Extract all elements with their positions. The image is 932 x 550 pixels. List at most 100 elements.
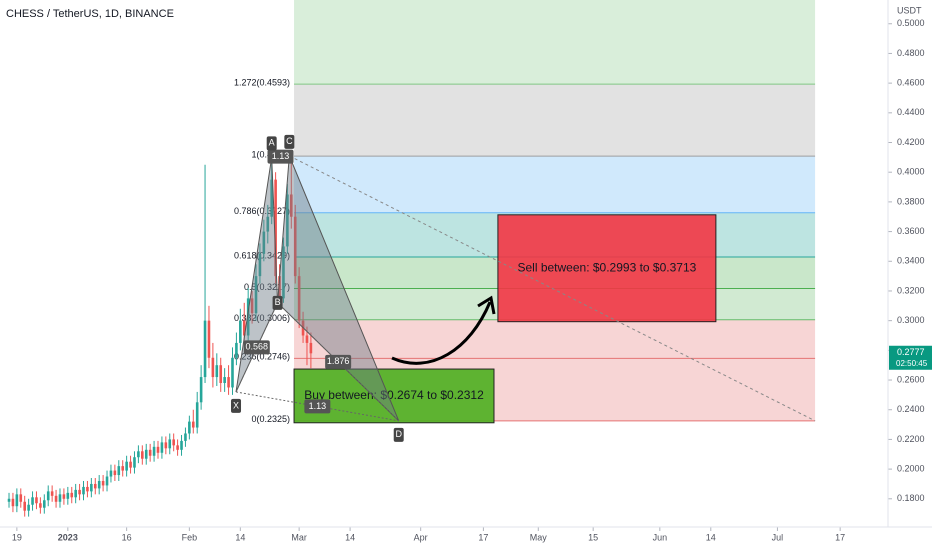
candle-body bbox=[117, 466, 121, 476]
candle-body bbox=[227, 377, 230, 388]
y-tick-label: 0.4000 bbox=[897, 167, 925, 177]
candle-body bbox=[219, 365, 223, 384]
candle-body bbox=[305, 335, 309, 343]
y-tick-label: 0.4200 bbox=[897, 137, 925, 147]
candle-body bbox=[203, 320, 207, 378]
candle-body bbox=[74, 489, 77, 498]
y-tick-label: 0.3600 bbox=[897, 226, 925, 236]
fib-band bbox=[294, 156, 816, 213]
candle-body bbox=[168, 439, 172, 449]
fib-band bbox=[294, 84, 816, 157]
last-price-bg bbox=[889, 345, 932, 370]
candle-body bbox=[164, 442, 168, 449]
y-tick-label: 0.3400 bbox=[897, 256, 925, 266]
x-tick-label: May bbox=[530, 532, 548, 542]
candle-body bbox=[93, 483, 97, 489]
point-label: B bbox=[275, 297, 281, 307]
fib-label: 0(0.2325) bbox=[252, 414, 291, 424]
candle-body bbox=[58, 494, 62, 502]
x-tick-label: 2023 bbox=[58, 532, 78, 542]
ratio-label: 0.568 bbox=[246, 342, 269, 352]
candle-body bbox=[23, 501, 26, 511]
candle-body bbox=[211, 357, 215, 378]
zone-text: Buy between: $0.2674 to $0.2312 bbox=[304, 388, 484, 402]
candle-body bbox=[105, 476, 109, 486]
candle-body bbox=[78, 489, 81, 495]
ratio-bg bbox=[267, 149, 294, 164]
candle-body bbox=[39, 503, 42, 508]
candle-body bbox=[207, 320, 211, 358]
x-tick-label: 14 bbox=[345, 532, 355, 542]
x-tick-label: 19 bbox=[12, 532, 22, 542]
candle-body bbox=[54, 495, 58, 502]
candle-body bbox=[86, 486, 89, 492]
candle-body bbox=[152, 446, 156, 456]
y-tick-label: 0.2400 bbox=[897, 404, 925, 414]
fib-label: 0.236(0.2746) bbox=[234, 352, 290, 362]
candle-body bbox=[242, 320, 246, 336]
ratio-bg bbox=[243, 340, 270, 355]
y-axis-label: USDT bbox=[897, 5, 922, 15]
candle-body bbox=[125, 461, 128, 471]
y-tick-label: 0.3800 bbox=[897, 196, 925, 206]
ratio-bg bbox=[325, 354, 352, 369]
ratio-label: 1.876 bbox=[327, 356, 350, 366]
candle-body bbox=[254, 276, 258, 314]
y-tick-label: 0.4600 bbox=[897, 78, 925, 88]
candle-body bbox=[43, 500, 46, 508]
pattern-leg bbox=[235, 391, 399, 422]
fib-band bbox=[294, 0, 816, 85]
candle-body bbox=[195, 402, 199, 428]
candle-body bbox=[27, 504, 30, 511]
candle-body bbox=[144, 449, 148, 459]
x-tick-label: Mar bbox=[291, 532, 307, 542]
point-bg bbox=[393, 427, 404, 442]
fib-label: 1.272(0.4593) bbox=[234, 78, 290, 88]
zone-text: Sell between: $0.2993 to $0.3713 bbox=[517, 260, 696, 274]
candle-body bbox=[176, 445, 179, 450]
candle-body bbox=[46, 491, 50, 501]
fib-label: 0.786(0.3727) bbox=[234, 206, 290, 216]
arrow bbox=[391, 301, 492, 365]
candle-body bbox=[97, 480, 101, 489]
candle-body bbox=[160, 442, 164, 453]
candle-body bbox=[90, 483, 93, 492]
trendline bbox=[289, 155, 816, 422]
last-price: 0.2777 bbox=[897, 347, 925, 357]
candle-body bbox=[293, 216, 297, 277]
y-tick-label: 0.3200 bbox=[897, 285, 925, 295]
point-bg bbox=[231, 398, 242, 413]
point-bg bbox=[266, 136, 277, 151]
candle-body bbox=[274, 179, 277, 277]
y-tick-label: 0.3000 bbox=[897, 315, 925, 325]
candle-body bbox=[191, 421, 195, 428]
arrow-head bbox=[477, 295, 496, 315]
candle-body bbox=[289, 194, 293, 217]
y-tick-label: 0.2600 bbox=[897, 374, 925, 384]
chart-title: CHESS / TetherUS, 1D, BINANCE bbox=[6, 8, 174, 20]
candle-body bbox=[66, 492, 70, 499]
candle-body bbox=[70, 492, 74, 498]
point-label: D bbox=[395, 429, 402, 439]
candle-body bbox=[223, 377, 226, 384]
candle-body bbox=[19, 494, 23, 502]
zone-box bbox=[293, 368, 495, 424]
candle-body bbox=[62, 494, 66, 499]
x-tick-label: 17 bbox=[478, 532, 488, 542]
fib-band bbox=[294, 319, 816, 359]
countdown: 02:50:45 bbox=[896, 359, 928, 368]
x-tick-label: Feb bbox=[182, 532, 198, 542]
x-tick-label: 16 bbox=[122, 532, 132, 542]
ratio-label: 1.13 bbox=[272, 151, 290, 161]
point-label: A bbox=[269, 138, 275, 148]
candle-body bbox=[180, 440, 183, 450]
x-tick-label: Jul bbox=[772, 532, 784, 542]
candle-body bbox=[31, 497, 34, 505]
y-tick-label: 0.2200 bbox=[897, 434, 925, 444]
candle-body bbox=[109, 470, 113, 477]
x-tick-label: 17 bbox=[835, 532, 845, 542]
x-tick-label: Apr bbox=[414, 532, 428, 542]
ratio-bg bbox=[304, 399, 331, 414]
candle-body bbox=[82, 486, 85, 495]
candle-body bbox=[250, 298, 254, 314]
